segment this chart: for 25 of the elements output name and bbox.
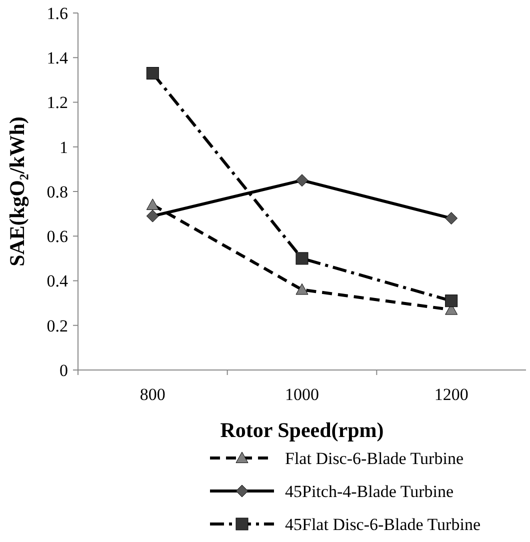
legend-label: 45Pitch-4-Blade Turbine	[285, 482, 454, 501]
x-axis-title: Rotor Speed(rpm)	[220, 418, 384, 442]
y-tick-label: 0.6	[46, 227, 68, 246]
x-tick-label: 800	[140, 385, 166, 404]
x-tick-label: 1200	[434, 385, 468, 404]
y-tick-label: 0	[60, 360, 68, 380]
point	[146, 210, 159, 222]
y-tick-label: 1.4	[46, 48, 68, 68]
y-tick-label: 0.8	[46, 182, 68, 202]
point	[296, 283, 308, 295]
point	[296, 174, 308, 187]
point	[445, 212, 458, 225]
point	[296, 252, 308, 265]
y-axis-title: SAE(kgO₂/kWh)	[5, 116, 29, 266]
point	[445, 294, 458, 308]
legend-label: Flat Disc-6-Blade Turbine	[285, 449, 464, 468]
x-tick-label: 1000	[285, 385, 319, 404]
y-tick-label: 1.2	[46, 93, 68, 112]
y-tick-label: 0.2	[46, 316, 68, 336]
point	[146, 66, 159, 80]
y-tick-label: 0.4	[46, 272, 68, 291]
legend-label: 45Flat Disc-6-Blade Turbine	[285, 515, 480, 534]
y-tick-label: 1.6	[46, 4, 68, 23]
y-tick-label: 1	[60, 138, 68, 157]
point	[146, 198, 159, 210]
